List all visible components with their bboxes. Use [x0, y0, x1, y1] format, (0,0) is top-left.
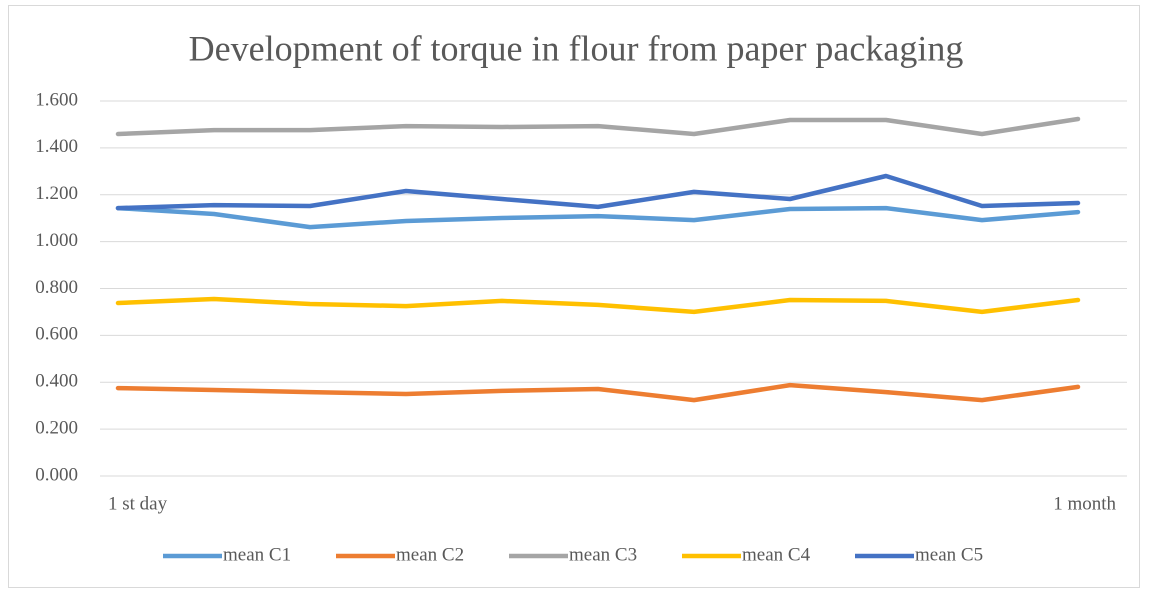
line-series	[115, 205, 1081, 230]
legend-label: mean C2	[396, 544, 464, 565]
legend-label: mean C1	[223, 544, 291, 565]
legend-label: mean C5	[915, 544, 983, 565]
y-tick-label: 1.000	[35, 230, 78, 251]
line-series	[115, 173, 1081, 211]
y-tick-label: 1.400	[35, 136, 78, 157]
x-tick-label: 1 month	[1053, 493, 1116, 514]
chart-title: Development of torque in flour from pape…	[189, 28, 964, 68]
chart-border	[8, 5, 1140, 588]
y-tick-label: 0.200	[35, 417, 78, 438]
x-tick-label: 1 st day	[108, 493, 168, 514]
y-tick-label: 0.000	[35, 464, 78, 485]
y-tick-label: 0.600	[35, 324, 78, 345]
y-tick-label: 1.600	[35, 89, 78, 110]
line-series	[115, 382, 1081, 403]
y-tick-label: 0.400	[35, 371, 78, 392]
line-series	[115, 296, 1081, 315]
legend-label: mean C4	[742, 544, 811, 565]
y-tick-label: 0.800	[35, 277, 78, 298]
line-series	[115, 116, 1081, 137]
legend-label: mean C3	[569, 544, 637, 565]
y-tick-label: 1.200	[35, 183, 78, 204]
